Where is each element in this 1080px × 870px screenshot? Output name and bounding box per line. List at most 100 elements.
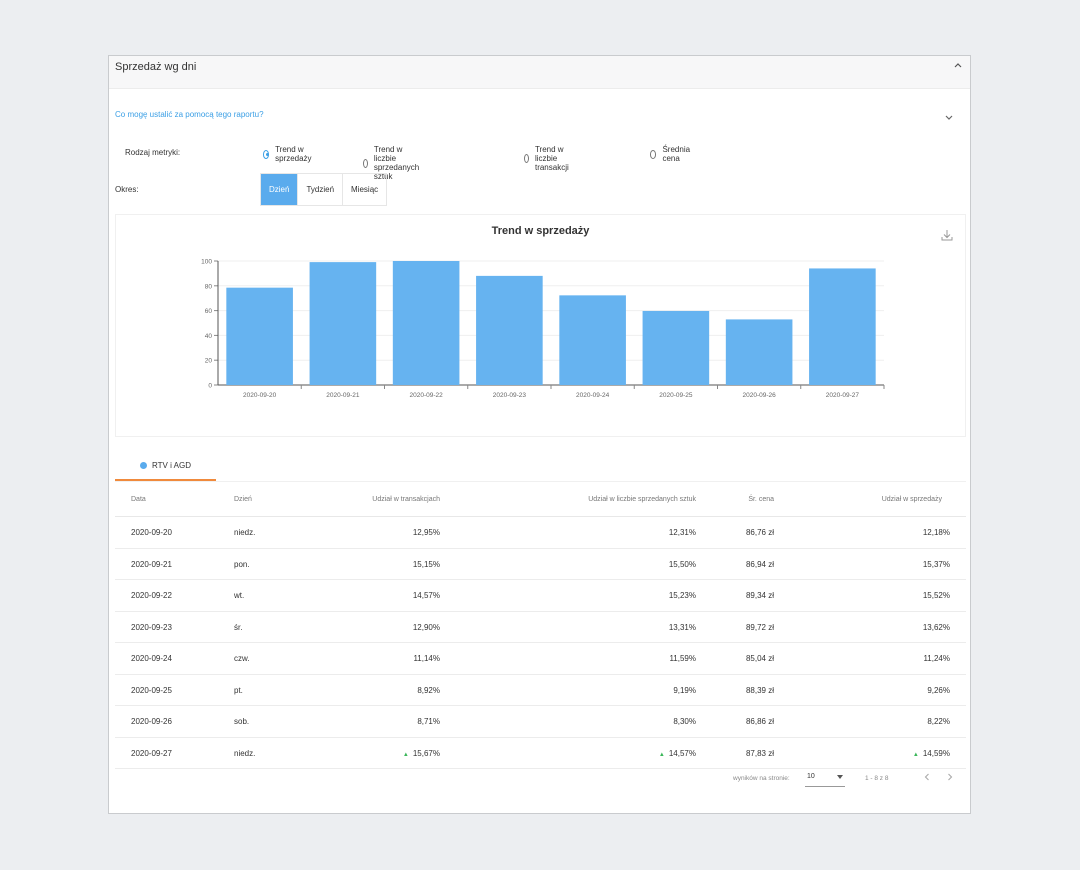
tab-bar: RTV i AGD <box>115 452 966 482</box>
table-header: Data Dzień Udział w transakcjach Udział … <box>115 485 966 517</box>
table-row[interactable]: 2020-09-25 pt. 8,92% 9,19% 88,39 zł 9,26% <box>115 675 966 706</box>
table-row[interactable]: 2020-09-24 czw. 11,14% 11,59% 85,04 zł 11,24% <box>115 643 966 675</box>
cell-day: czw. <box>234 654 250 663</box>
column-header-transactions-share[interactable]: Udział w transakcjach <box>372 496 440 503</box>
radio-average-price[interactable]: Średnia cena <box>650 145 693 163</box>
help-link[interactable]: Co mogę ustalić za pomocą tego raportu? <box>115 110 264 119</box>
per-page-select[interactable]: 10 <box>805 770 845 787</box>
trend-up-icon: ▲ <box>658 751 665 758</box>
cell-sales-share: 15,37% <box>923 560 950 569</box>
table-body: 2020-09-20 niedz. 12,95% 12,31% 86,76 zł 12,1… <box>115 517 966 769</box>
bar-2020-09-20 <box>226 287 293 385</box>
cell-transactions-share: 12,95% <box>413 528 440 537</box>
cell-value: pt. <box>234 685 243 695</box>
bar-2020-09-23 <box>476 275 543 385</box>
radio-trend-sales[interactable]: Trend w sprzedaży <box>263 145 314 163</box>
radio-checked-icon <box>263 149 270 159</box>
column-header-date[interactable]: Data <box>131 496 146 503</box>
cell-date: 2020-09-21 <box>131 560 172 569</box>
cell-value: 11,59% <box>669 654 696 663</box>
x-tick-label: 2020-09-27 <box>826 392 860 399</box>
cell-transactions-share: 14,57% <box>413 591 440 600</box>
table-row[interactable]: 2020-09-20 niedz. 12,95% 12,31% 86,76 zł 12,1… <box>115 517 966 549</box>
period-day-button[interactable]: Dzień <box>261 174 299 205</box>
cell-sales-share: ▲ 14,59% <box>913 749 950 758</box>
x-tick-label: 2020-09-21 <box>326 392 360 399</box>
cell-value: niedz. <box>234 748 256 758</box>
trend-up-icon: ▲ <box>402 751 409 758</box>
cell-sales-share: 8,22% <box>927 717 950 726</box>
cell-sales-share: 11,24% <box>923 654 950 663</box>
tab-rtv-agd[interactable]: RTV i AGD <box>115 452 216 481</box>
cell-day: pt. <box>234 686 243 695</box>
x-tick-label: 2020-09-24 <box>576 392 610 399</box>
chevron-up-icon[interactable] <box>952 59 964 71</box>
cell-avg-price: 86,94 zł <box>746 560 774 569</box>
cell-value: 15,67% <box>412 748 440 758</box>
cell-day: niedz. <box>234 528 255 537</box>
cell-value: 15,23% <box>668 591 696 600</box>
cell-date: 2020-09-22 <box>131 591 172 600</box>
cell-transactions-share: 11,14% <box>413 654 440 663</box>
chevron-down-icon[interactable] <box>944 112 954 122</box>
cell-value: 2020-09-27 <box>131 748 172 758</box>
bar-chart: 0 20 40 60 80 100 2020-09-20 2020-09-21 2020-09-… <box>201 259 885 399</box>
chevron-left-icon[interactable] <box>921 771 933 783</box>
cell-value: 85,04 zł <box>745 654 774 663</box>
chevron-right-icon[interactable] <box>944 771 956 783</box>
cell-value: 89,72 zł <box>745 622 774 632</box>
cell-sales-share: 15,52% <box>923 591 950 600</box>
column-header-sales-share[interactable]: Udział w sprzedaży <box>881 496 942 503</box>
period-toggle: Dzień Tydzień Miesiąc <box>260 173 388 206</box>
trend-up-icon: ▲ <box>912 751 919 758</box>
cell-value: 2020-09-25 <box>131 685 172 695</box>
download-icon[interactable] <box>941 229 953 241</box>
radio-label: Trend w sprzedaży <box>275 145 312 163</box>
cell-units-share: 13,31% <box>669 623 696 632</box>
column-header-units-share[interactable]: Udział w liczbie sprzedanych sztuk <box>588 496 696 503</box>
table-row[interactable]: 2020-09-23 śr. 12,90% 13,31% 89,72 zł 13,62% <box>115 612 966 643</box>
column-header-avg-price[interactable]: Śr. cena <box>748 496 774 503</box>
cell-value: 15,37% <box>922 559 950 569</box>
cell-value: 8,71% <box>417 717 440 726</box>
cell-value: 2020-09-24 <box>131 654 172 663</box>
table-row[interactable]: 2020-09-27 niedz. ▲ 15,67% ▲ 14,57% 87,83 zł ▲ 1… <box>115 738 966 769</box>
x-tick-label: 2020-09-25 <box>659 392 693 399</box>
cell-value: 2020-09-20 <box>131 528 172 537</box>
radio-unchecked-icon <box>363 158 368 168</box>
cell-transactions-share: 8,92% <box>417 686 440 695</box>
cell-sales-share: 12,18% <box>923 528 950 537</box>
cell-day: sob. <box>234 717 249 726</box>
cell-value: 15,52% <box>922 591 950 600</box>
cell-units-share: 15,23% <box>669 591 696 600</box>
table-row[interactable]: 2020-09-21 pon. 15,15% 15,50% 86,94 zł 15,37% <box>115 549 966 580</box>
chart-title: Trend w sprzedaży <box>491 225 590 237</box>
period-month-button[interactable]: Miesiąc <box>351 185 379 194</box>
table-row[interactable]: 2020-09-22 wt. 14,57% 15,23% 89,34 zł 15,52% <box>115 580 966 612</box>
y-tick-label: 0 <box>208 383 212 390</box>
column-header-day[interactable]: Dzień <box>234 496 252 503</box>
cell-transactions-share: 12,90% <box>413 623 440 632</box>
radio-label: Trend w liczbie sprzedanych sztuk <box>373 145 420 181</box>
radio-unchecked-icon <box>524 154 529 163</box>
radio-trend-units[interactable]: Trend w liczbie sprzedanych sztuk <box>363 145 423 181</box>
cell-value: 14,59% <box>922 748 950 758</box>
cell-value: 86,86 zł <box>745 717 774 726</box>
radio-trend-transactions[interactable]: Trend w liczbie transakcji <box>524 145 573 172</box>
y-tick-label: 20 <box>205 358 213 365</box>
cell-value: 12,90% <box>412 622 440 632</box>
cell-date: 2020-09-26 <box>131 717 172 726</box>
caret-down-icon <box>837 775 843 779</box>
cell-sales-share: 13,62% <box>923 623 950 632</box>
cell-value: 8,92% <box>417 685 440 695</box>
table-row[interactable]: 2020-09-26 sob. 8,71% 8,30% 86,86 zł 8,22% <box>115 706 966 738</box>
period-week-button[interactable]: Tydzień <box>298 174 344 205</box>
cell-value: 9,26% <box>927 685 950 695</box>
cell-value: 14,57% <box>412 591 440 600</box>
cell-value: 86,94 zł <box>745 559 774 569</box>
cell-avg-price: 85,04 zł <box>746 654 774 663</box>
panel-header[interactable]: Sprzedaż wg dni <box>109 56 970 89</box>
period-label: Okres: <box>115 185 139 194</box>
cell-value: 8,30% <box>673 717 696 726</box>
per-page-value: 10 <box>807 773 815 780</box>
